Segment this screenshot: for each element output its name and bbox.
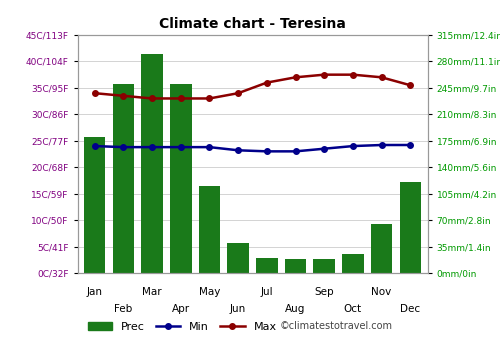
- Bar: [371, 224, 392, 273]
- Text: Jun: Jun: [230, 303, 246, 314]
- Text: Aug: Aug: [286, 303, 306, 314]
- Text: Jul: Jul: [260, 287, 273, 297]
- Legend: Prec, Min, Max: Prec, Min, Max: [83, 318, 281, 337]
- Bar: [112, 84, 134, 273]
- Text: Oct: Oct: [344, 303, 362, 314]
- Bar: [84, 137, 106, 273]
- Bar: [228, 243, 249, 273]
- Text: May: May: [199, 287, 220, 297]
- Text: Apr: Apr: [172, 303, 190, 314]
- Text: ©climatestotravel.com: ©climatestotravel.com: [280, 321, 393, 331]
- Bar: [256, 258, 278, 273]
- Text: Jan: Jan: [86, 287, 102, 297]
- Bar: [285, 259, 306, 273]
- Title: Climate chart - Teresina: Climate chart - Teresina: [159, 17, 346, 31]
- Bar: [170, 84, 192, 273]
- Bar: [342, 254, 363, 273]
- Bar: [314, 259, 335, 273]
- Bar: [400, 182, 421, 273]
- Text: Sep: Sep: [314, 287, 334, 297]
- Bar: [142, 54, 163, 273]
- Text: Dec: Dec: [400, 303, 420, 314]
- Text: Feb: Feb: [114, 303, 132, 314]
- Text: Mar: Mar: [142, 287, 162, 297]
- Text: Nov: Nov: [372, 287, 392, 297]
- Bar: [198, 186, 220, 273]
